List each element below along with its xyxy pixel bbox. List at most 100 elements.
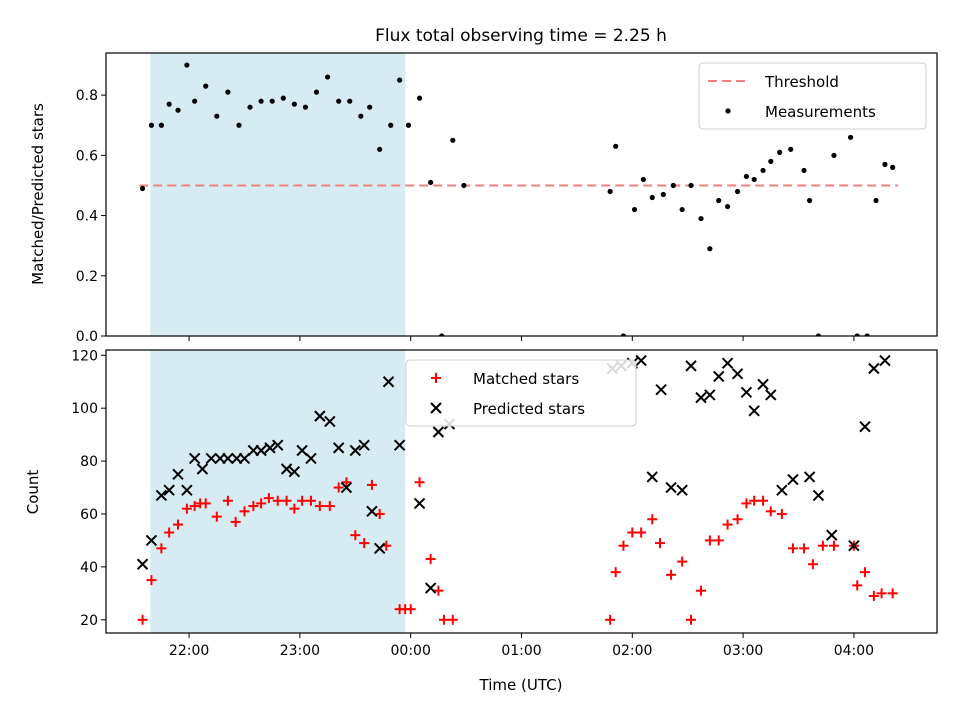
predicted-star-point (635, 354, 647, 367)
matched-star-point (305, 495, 316, 506)
predicted-star-point (255, 444, 267, 457)
predicted-star-point (748, 405, 760, 417)
predicted-star-point (264, 442, 276, 454)
legend-predicted-label: Predicted stars (473, 400, 585, 418)
measurement-point (864, 333, 870, 336)
predicted-star-point (721, 357, 734, 369)
predicted-star-point (358, 439, 370, 451)
measurement-point (882, 161, 888, 167)
predicted-star-point (757, 378, 769, 391)
matched-star-point (859, 567, 870, 578)
predicted-star-point (324, 415, 336, 428)
matched-star-point (289, 503, 300, 514)
top-y-tick-label: 0.4 (76, 209, 98, 225)
matched-star-point (211, 511, 222, 522)
measurement-point (336, 98, 342, 104)
measurement-point (247, 104, 253, 110)
measurement-point (405, 122, 412, 128)
matched-star-point (350, 530, 361, 541)
measurement-point (416, 95, 423, 101)
measurement-point (158, 122, 164, 128)
matched-star-point (605, 614, 616, 625)
measurement-point (854, 333, 860, 336)
measurement-point (607, 188, 613, 195)
predicted-star-point (288, 465, 301, 478)
measurement-point (631, 206, 638, 213)
matched-star-point (868, 590, 879, 601)
matched-star-point (722, 519, 733, 530)
predicted-star-point (676, 484, 688, 496)
measurement-point (397, 77, 403, 83)
top-axes-frame (105, 52, 938, 337)
top-y-tick-label: 0.6 (76, 148, 98, 164)
predicted-star-point (713, 370, 725, 383)
measurement-point (269, 98, 275, 104)
measurement-point (367, 104, 373, 110)
matched-star-point (758, 495, 769, 506)
predicted-star-point (172, 468, 184, 481)
measurement-point (439, 333, 445, 336)
legend-threshold-label: Threshold (764, 73, 839, 91)
predicted-star-point (305, 452, 317, 465)
measurement-point (788, 146, 794, 152)
matched-star-point (359, 538, 370, 549)
predicted-star-point (868, 362, 880, 375)
matched-star-point (647, 514, 658, 525)
matched-star-point (695, 585, 706, 596)
matched-star-point (281, 495, 292, 506)
matched-star-point (181, 503, 192, 514)
predicted-star-point (373, 542, 386, 555)
measurement-point (139, 185, 146, 192)
predicted-star-point (314, 410, 326, 422)
measurement-point (280, 95, 286, 101)
predicted-star-point (196, 463, 209, 475)
measurement-point (302, 104, 309, 110)
predicted-star-point (424, 582, 437, 594)
measurement-point (831, 152, 837, 158)
measurement-point (660, 191, 666, 198)
matched-star-point (137, 614, 148, 625)
x-tick-label: 02:00 (612, 643, 652, 659)
measurement-point (640, 176, 646, 183)
measurement-point (358, 113, 364, 119)
matched-star-point (618, 540, 629, 551)
top-observing-window (150, 53, 406, 336)
measurement-point (313, 89, 320, 95)
bottom-legend: Matched stars Predicted stars (405, 359, 637, 427)
measurement-point (724, 203, 731, 210)
legend-matched-label: Matched stars (473, 370, 579, 388)
matched-star-point (314, 501, 325, 512)
predicted-star-point (740, 386, 753, 399)
measurement-point (777, 149, 783, 155)
measurement-point (707, 246, 713, 252)
matched-star-point (425, 553, 436, 564)
measurement-point (377, 146, 383, 152)
measurement-point (461, 182, 467, 189)
predicted-star-point (382, 376, 395, 388)
predicted-star-point (280, 463, 293, 475)
matched-star-point (239, 506, 250, 517)
bottom-y-axis-label: Count (24, 470, 42, 515)
bottom-y-tick-label: 20 (80, 613, 98, 629)
x-tick-label: 03:00 (723, 643, 763, 659)
predicted-star-point (145, 534, 158, 547)
bottom-axes-frame (105, 349, 938, 634)
matched-star-point (887, 588, 898, 599)
predicted-star-point (296, 444, 308, 457)
matched-star-point (732, 514, 743, 525)
predicted-star-point (704, 389, 716, 401)
top-y-tick-label: 0.8 (76, 88, 98, 104)
measurement-point (325, 74, 331, 80)
predicted-star-point (222, 452, 234, 465)
predicted-star-point (432, 426, 445, 438)
bottom-y-tick-label: 40 (80, 560, 98, 576)
predicted-star-point (848, 540, 860, 552)
matched-star-point (230, 516, 241, 527)
predicted-star-point (812, 489, 825, 502)
matched-star-point (164, 527, 175, 538)
measurement-point (743, 173, 750, 180)
measurement-point (768, 158, 774, 164)
measurement-point (801, 167, 807, 174)
matched-star-point (146, 575, 157, 586)
